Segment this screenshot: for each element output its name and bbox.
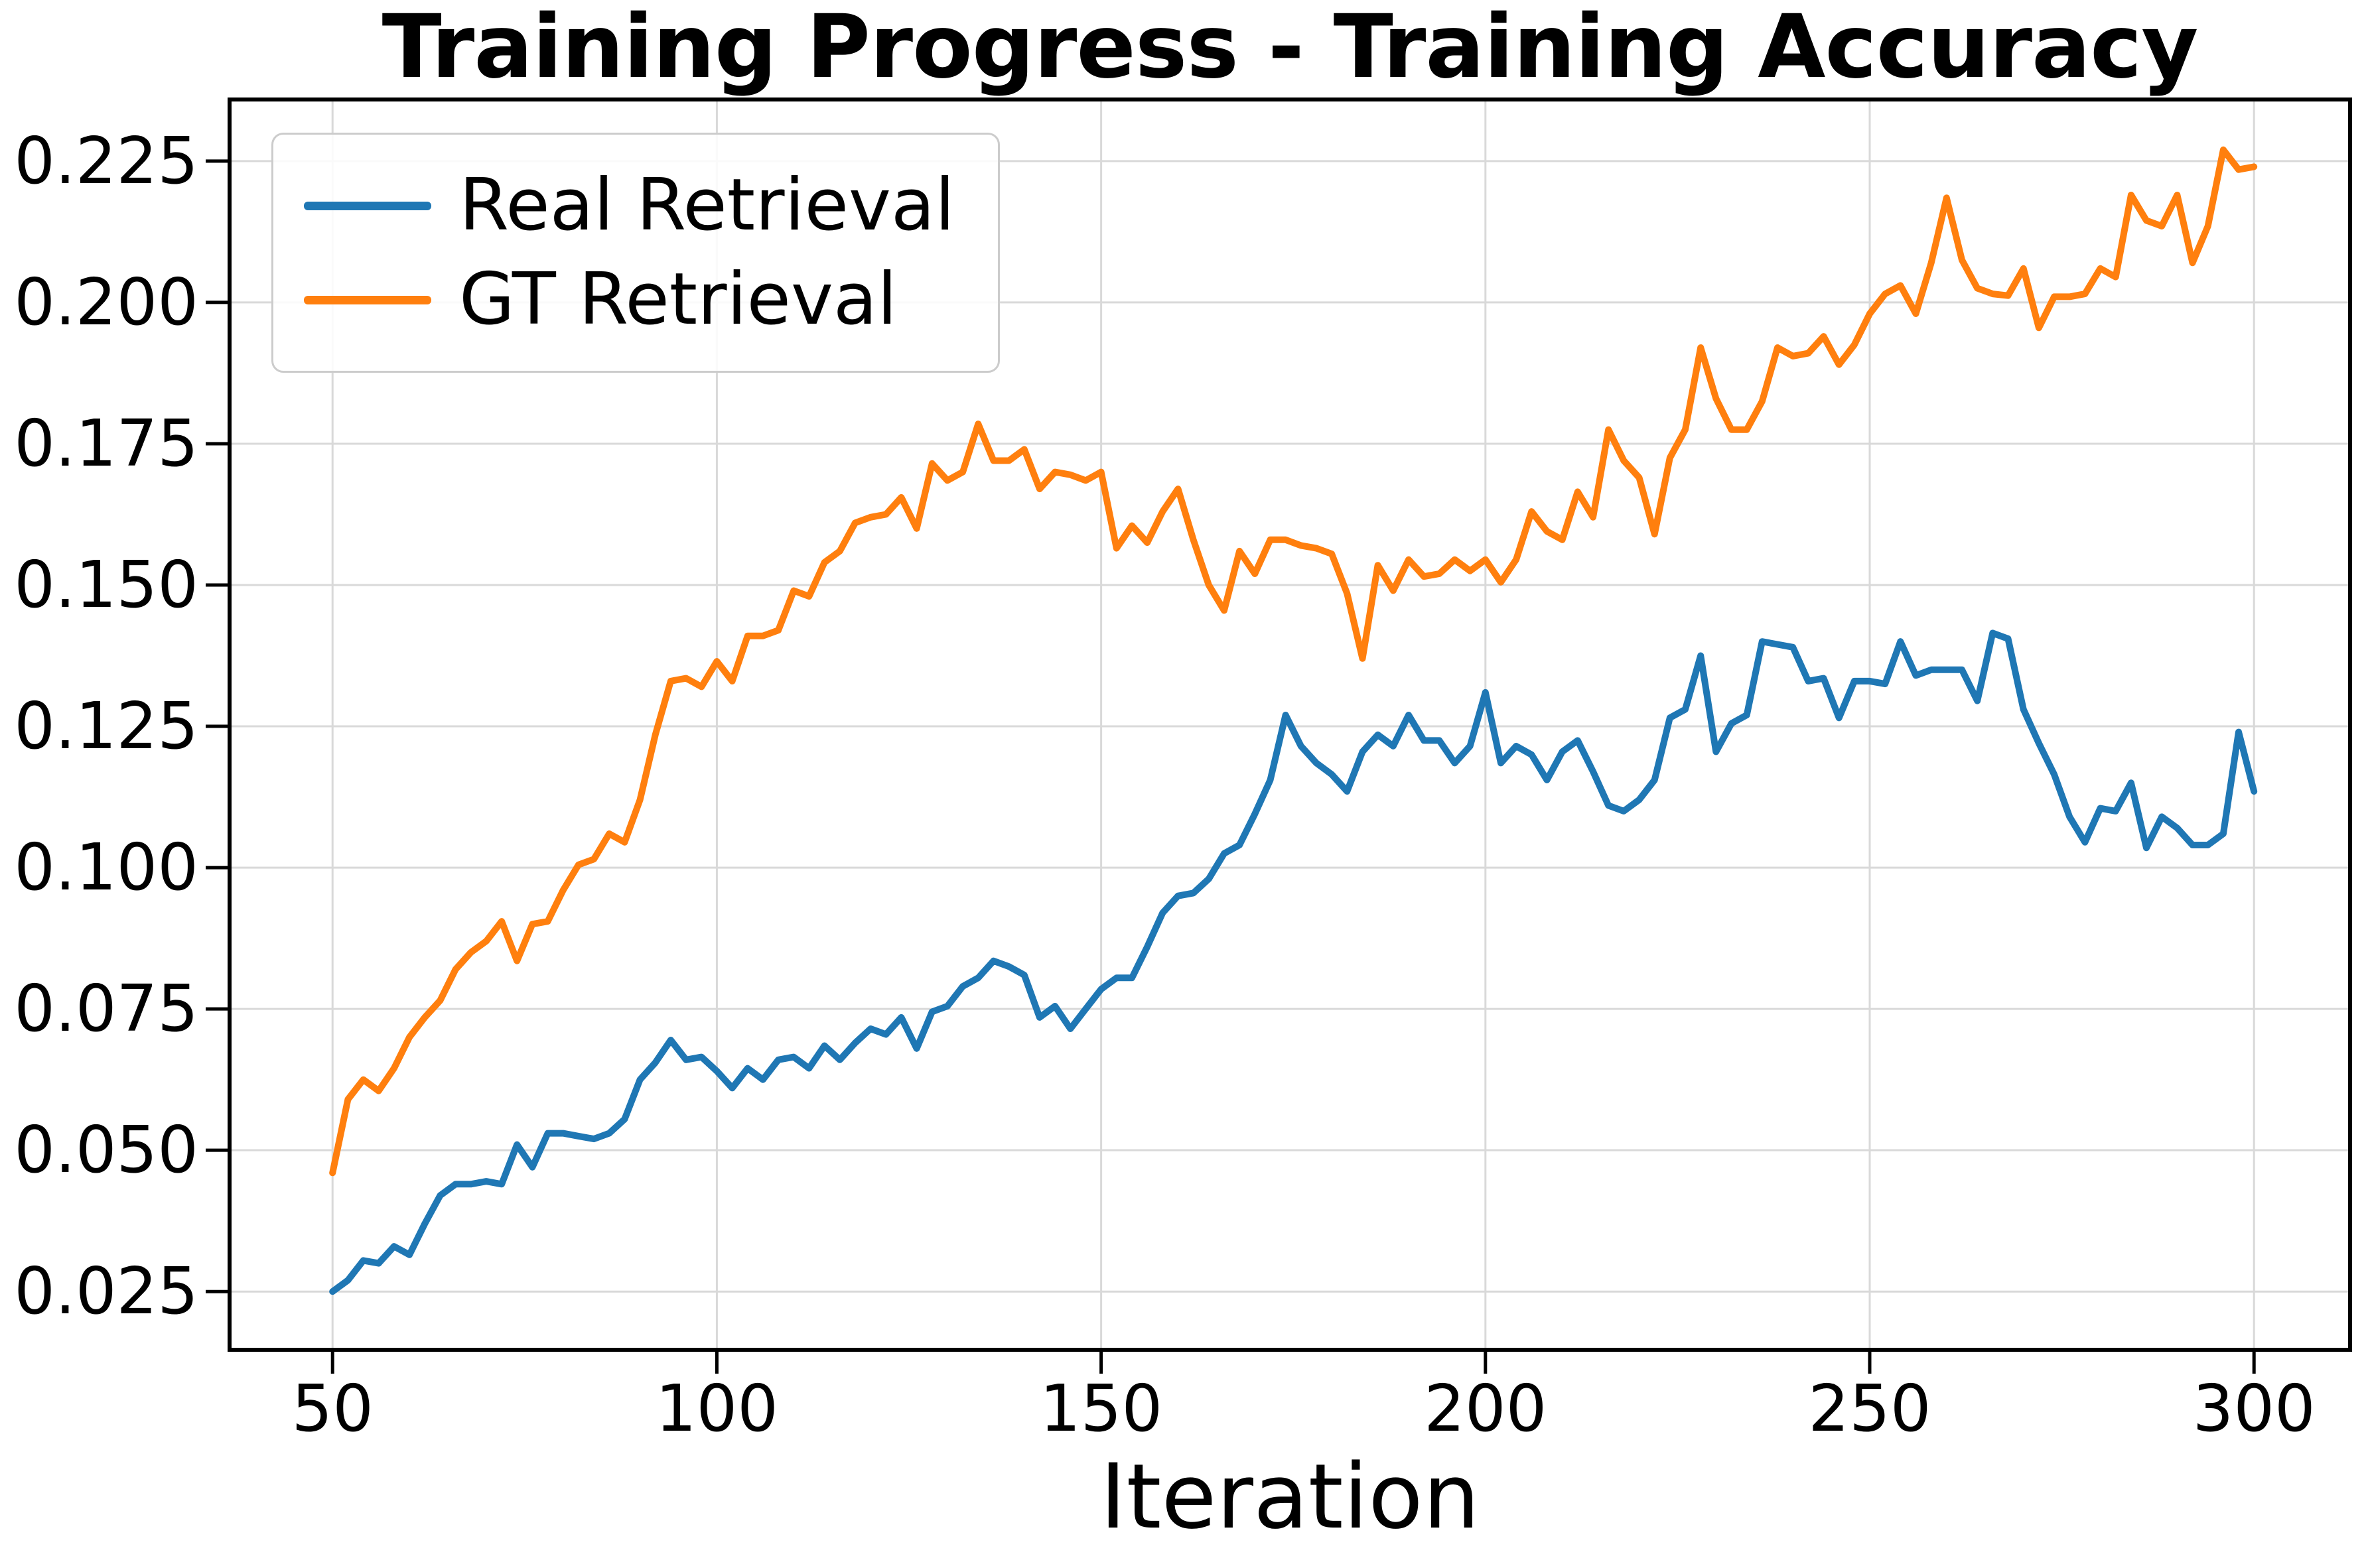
x-tick-label: 200 [1424,1371,1547,1446]
legend-label-gt-retrieval: GT Retrieval [459,258,898,341]
y-tick-label: 0.125 [14,688,198,764]
legend-label-real-retrieval: Real Retrieval [459,164,955,247]
y-tick-label: 0.100 [14,830,198,905]
y-tick-label: 0.050 [14,1112,198,1188]
x-tick-label: 300 [2192,1371,2316,1446]
y-tick-label: 0.225 [14,123,198,198]
chart-title: Training Progress - Training Accuracy [382,0,2199,98]
x-tick-label: 250 [1808,1371,1931,1446]
legend-item-gt-retrieval: GT Retrieval [304,253,998,347]
x-tick-label: 150 [1040,1371,1163,1446]
series-line-real-retrieval [329,629,2258,1295]
x-tick-label: 100 [655,1371,778,1446]
y-tick-label: 0.150 [14,547,198,622]
legend-line-sample-real-icon [304,201,431,210]
plot-border [228,98,2352,1352]
y-tick-label: 0.200 [14,264,198,340]
legend-line-sample-gt-icon [304,295,431,304]
y-tick-label: 0.075 [14,971,198,1047]
x-tick-label: 50 [291,1371,374,1446]
x-axis-label: Iteration [1099,1445,1480,1549]
series-line-gt-retrieval [329,146,2258,1177]
y-tick-label: 0.025 [14,1254,198,1329]
legend-item-real-retrieval: Real Retrieval [304,159,998,253]
y-tick-label: 0.175 [14,405,198,481]
legend: Real Retrieval GT Retrieval [271,133,1000,373]
